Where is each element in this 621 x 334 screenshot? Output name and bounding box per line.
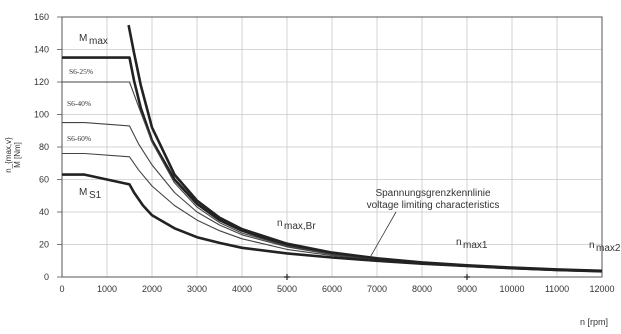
voltage-limit-leader-line bbox=[367, 211, 397, 262]
y-tick-labels: 0 20 40 60 80 100 120 140 160 bbox=[34, 12, 62, 282]
nmaxbr-sub: max,Br bbox=[284, 221, 316, 232]
x-tick-labels: 0 1000 2000 3000 4000 5000 6000 7000 8000 9000 100… bbox=[59, 284, 614, 294]
label-s6-40: S6-40% bbox=[67, 99, 91, 108]
nmax2-main: n bbox=[589, 240, 595, 251]
x-tick-label: 2000 bbox=[142, 284, 162, 294]
nmax1-sub: max1 bbox=[463, 240, 488, 251]
y-tick-label: 40 bbox=[39, 207, 49, 217]
y-tick-label: 160 bbox=[34, 12, 49, 22]
ms1-sub: S1 bbox=[89, 190, 102, 201]
ms1-main: M bbox=[79, 187, 87, 198]
x-tick-label: 0 bbox=[59, 284, 64, 294]
annotation-nmax1: n max1 bbox=[456, 237, 488, 251]
label-s6-60: S6-60% bbox=[67, 134, 91, 143]
x-tick-label: 5000 bbox=[277, 284, 297, 294]
x-tick-label: 1000 bbox=[97, 284, 117, 294]
y-tick-label: 140 bbox=[34, 45, 49, 55]
x-marker bbox=[464, 274, 470, 280]
x-tick-label: 8000 bbox=[412, 284, 432, 294]
mmax-main: M bbox=[79, 33, 87, 44]
voltage-limit-label-en: voltage limiting characteristics bbox=[367, 200, 500, 211]
x-tick-label: 9000 bbox=[457, 284, 477, 294]
label-s6-25: S6-25% bbox=[69, 67, 93, 76]
nmax1-main: n bbox=[456, 237, 462, 248]
y-axis-label: M [Nm] bbox=[13, 142, 22, 168]
x-tick-label: 6000 bbox=[322, 284, 342, 294]
x-marker bbox=[284, 274, 290, 280]
y-tick-label: 60 bbox=[39, 175, 49, 185]
y-tick-label: 120 bbox=[34, 77, 49, 87]
series-line-voltage-limit bbox=[127, 24, 603, 273]
y-tick-label: 80 bbox=[39, 142, 49, 152]
x-markers bbox=[284, 274, 470, 280]
series bbox=[62, 24, 603, 273]
x-tick-label: 3000 bbox=[187, 284, 207, 294]
annotation-nmaxbr: n max,Br bbox=[277, 218, 316, 232]
x-axis-label: n [rpm] bbox=[580, 317, 608, 327]
x-tick-label: 4000 bbox=[232, 284, 252, 294]
y-axis-label-extra: n_{max,v} bbox=[4, 137, 13, 173]
y-tick-label: 20 bbox=[39, 240, 49, 250]
voltage-limit-label-de: Spannungsgrenzkennlinie bbox=[375, 188, 491, 199]
mmax-sub: max bbox=[89, 36, 108, 47]
nmax2-sub: max2 bbox=[596, 243, 621, 254]
x-tick-label: 11000 bbox=[545, 284, 569, 294]
x-tick-label: 7000 bbox=[367, 284, 387, 294]
y-tick-label: 100 bbox=[34, 110, 49, 120]
y-tick-label: 0 bbox=[44, 272, 49, 282]
x-tick-label: 10000 bbox=[499, 284, 524, 294]
x-tick-label: 12000 bbox=[589, 284, 614, 294]
nmaxbr-main: n bbox=[277, 218, 283, 229]
grid bbox=[61, 16, 603, 278]
annotation-mmax: M max bbox=[79, 33, 108, 47]
annotation-ms1: M S1 bbox=[79, 187, 102, 201]
annotation-nmax2: n max2 bbox=[589, 240, 621, 254]
